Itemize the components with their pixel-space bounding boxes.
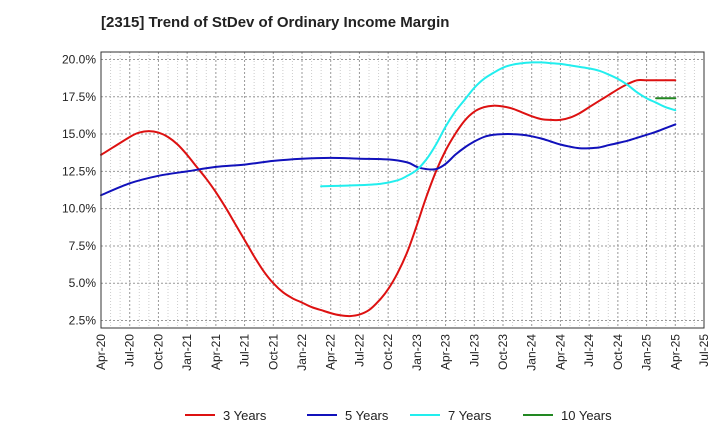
y-tick-label: 10.0% — [62, 202, 96, 216]
x-tick-label: Apr-22 — [324, 334, 338, 370]
x-tick-label: Apr-21 — [209, 334, 223, 370]
x-tick-label: Jan-23 — [410, 334, 424, 371]
x-tick-label: Oct-21 — [266, 334, 280, 370]
y-tick-label: 12.5% — [62, 164, 96, 178]
x-tick-label: Oct-23 — [496, 334, 510, 370]
y-axis-ticks: 2.5% 5.0% 7.5% 10.0% 12.5% 15.0% 17.5% 20.0% — [62, 52, 96, 327]
y-tick-label: 20.0% — [62, 52, 96, 66]
x-tick-label: Jul-22 — [352, 334, 366, 367]
plot-area — [101, 52, 704, 328]
x-tick-label: Jan-21 — [180, 334, 194, 371]
legend-label-3-years: 3 Years — [223, 408, 267, 423]
x-tick-label: Jul-24 — [582, 334, 596, 367]
x-tick-label: Jan-22 — [295, 334, 309, 371]
x-tick-label: Oct-22 — [381, 334, 395, 370]
x-tick-label: Jan-25 — [640, 334, 654, 371]
series-lines — [100, 61, 677, 318]
x-axis-ticks: Apr-20 Jul-20 Oct-20 Jan-21 Apr-21 Jul-21 Oct-… — [94, 334, 711, 371]
x-tick-label: Oct-24 — [611, 334, 625, 370]
x-tick-label: Jul-20 — [123, 334, 137, 367]
y-tick-label: 2.5% — [69, 314, 97, 328]
legend-label-10-years: 10 Years — [561, 408, 612, 423]
series-line-7-years — [320, 61, 677, 188]
legend-label-7-years: 7 Years — [448, 408, 492, 423]
legend-label-5-years: 5 Years — [345, 408, 389, 423]
plot-frame — [100, 51, 705, 329]
y-tick-label: 5.0% — [69, 276, 97, 290]
x-tick-label: Jul-25 — [697, 334, 711, 367]
x-tick-label: Apr-25 — [668, 334, 682, 370]
x-tick-label: Apr-24 — [553, 334, 567, 370]
x-tick-label: Jan-24 — [525, 334, 539, 371]
legend: 3 Years 5 Years 7 Years 10 Years — [185, 408, 612, 423]
y-tick-label: 7.5% — [69, 239, 97, 253]
x-tick-label: Oct-20 — [151, 334, 165, 370]
y-tick-label: 15.0% — [62, 127, 96, 141]
series-line-5-years — [100, 123, 677, 197]
y-tick-label: 17.5% — [62, 90, 96, 104]
chart-title: [2315] Trend of StDev of Ordinary Income… — [101, 14, 450, 31]
x-tick-label: Apr-20 — [94, 334, 108, 370]
series-line-3-years — [100, 79, 677, 318]
x-tick-label: Apr-23 — [439, 334, 453, 370]
x-tick-label: Jul-23 — [467, 334, 481, 367]
x-tick-label: Jul-21 — [238, 334, 252, 367]
